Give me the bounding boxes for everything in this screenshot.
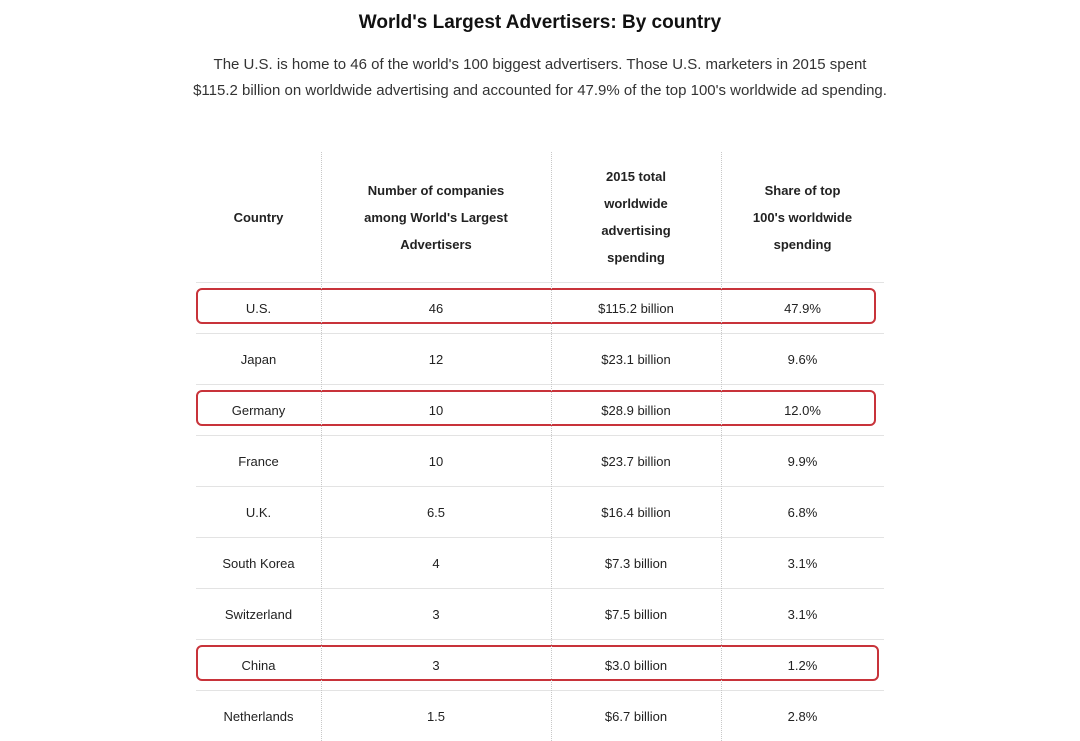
table-row: Germany 10 $28.9 billion 12.0% (196, 385, 884, 436)
column-divider (321, 152, 322, 741)
table-row: Switzerland 3 $7.5 billion 3.1% (196, 589, 884, 640)
column-divider (721, 152, 722, 741)
cell-companies: 3 (432, 606, 440, 622)
cell-country: Netherlands (223, 708, 294, 724)
cell-share: 9.6% (787, 351, 818, 367)
cell-companies: 46 (428, 300, 444, 316)
cell-spending: $6.7 billion (604, 708, 668, 724)
advertisers-table: Country Number of companies among World'… (196, 152, 884, 741)
table-header-row: Country Number of companies among World'… (196, 152, 884, 283)
header-country: Country (233, 209, 284, 225)
cell-share: 3.1% (787, 606, 818, 622)
cell-share: 6.8% (787, 504, 818, 520)
column-divider (551, 152, 552, 741)
cell-share: 12.0% (784, 402, 821, 418)
table-row: Netherlands 1.5 $6.7 billion 2.8% (196, 691, 884, 741)
cell-spending: $23.7 billion (601, 453, 671, 469)
table-row: U.S. 46 $115.2 billion 47.9% (196, 283, 884, 334)
table-row: U.K. 6.5 $16.4 billion 6.8% (196, 487, 884, 538)
table-row: France 10 $23.7 billion 9.9% (196, 436, 884, 487)
cell-spending: $3.0 billion (604, 657, 668, 673)
header-number-of-companies: Number of companies among World's Larges… (364, 182, 508, 252)
cell-spending: $28.9 billion (601, 402, 671, 418)
cell-spending: $7.3 billion (604, 555, 668, 571)
cell-companies: 10 (428, 453, 444, 469)
cell-country: China (241, 657, 276, 673)
cell-country: Japan (240, 351, 277, 367)
cell-country: Switzerland (224, 606, 293, 622)
header-total-spending: 2015 total worldwide advertising spendin… (601, 169, 671, 265)
cell-companies: 4 (432, 555, 440, 571)
cell-share: 2.8% (787, 708, 818, 724)
cell-spending: $115.2 billion (598, 300, 674, 316)
cell-companies: 12 (428, 351, 444, 367)
cell-share: 47.9% (784, 300, 821, 316)
cell-spending: $16.4 billion (601, 504, 671, 520)
cell-companies: 10 (428, 402, 444, 418)
cell-country: France (238, 453, 279, 469)
cell-share: 1.2% (787, 657, 818, 673)
cell-spending: $7.5 billion (604, 606, 668, 622)
page-subtitle: The U.S. is home to 46 of the world's 10… (193, 56, 887, 99)
page-title: World's Largest Advertisers: By country (358, 12, 722, 33)
table-row: South Korea 4 $7.3 billion 3.1% (196, 538, 884, 589)
cell-country: Germany (231, 402, 286, 418)
cell-country: U.S. (245, 300, 272, 316)
cell-country: South Korea (222, 555, 295, 571)
cell-share: 3.1% (787, 555, 818, 571)
cell-companies: 1.5 (426, 708, 446, 724)
cell-companies: 6.5 (426, 504, 446, 520)
cell-share: 9.9% (787, 453, 818, 469)
cell-companies: 3 (432, 657, 440, 673)
cell-spending: $23.1 billion (601, 351, 671, 367)
header-share: Share of top 100's worldwide spending (752, 182, 853, 252)
table-row: China 3 $3.0 billion 1.2% (196, 640, 884, 691)
cell-country: U.K. (245, 504, 272, 520)
table-row: Japan 12 $23.1 billion 9.6% (196, 334, 884, 385)
